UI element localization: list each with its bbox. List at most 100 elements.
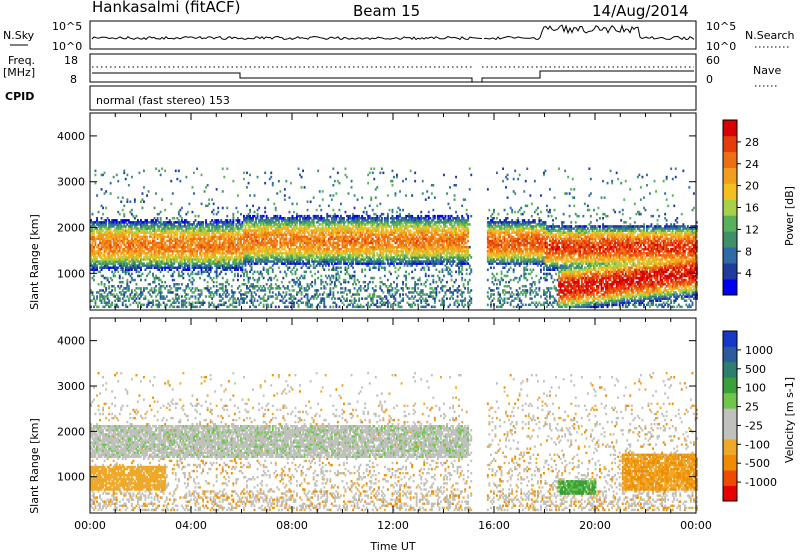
power-cell xyxy=(100,295,103,298)
power-cell xyxy=(238,285,241,288)
power-cell xyxy=(288,280,291,284)
power-cell xyxy=(90,227,92,230)
power-cell xyxy=(102,212,104,216)
power-cell xyxy=(158,245,161,249)
power-cell xyxy=(177,305,180,309)
power-cell xyxy=(149,256,151,259)
power-cell xyxy=(118,239,121,243)
power-cell xyxy=(161,260,164,263)
power-cell xyxy=(174,247,177,251)
power-cell xyxy=(123,243,126,247)
power-cell xyxy=(99,256,101,259)
power-cell xyxy=(138,221,141,224)
power-cell xyxy=(161,227,164,230)
power-cell xyxy=(127,268,130,271)
power-cell xyxy=(94,258,97,261)
power-cell xyxy=(182,266,185,269)
power-cell xyxy=(168,243,171,247)
power-cell xyxy=(182,237,185,241)
power-cell xyxy=(159,210,162,214)
power-cell xyxy=(149,235,151,239)
power-cell xyxy=(135,243,138,247)
power-cell xyxy=(164,252,167,255)
power-cell xyxy=(124,299,127,302)
power-cell xyxy=(182,225,185,228)
power-cell xyxy=(117,245,120,249)
power-cell xyxy=(114,274,117,278)
power-cell xyxy=(149,264,151,267)
power-cell xyxy=(230,270,233,274)
power-cell xyxy=(294,297,297,300)
power-cell xyxy=(182,231,185,234)
power-cell xyxy=(185,237,188,241)
power-cell xyxy=(140,223,142,226)
power-cell xyxy=(103,241,106,245)
power-cell xyxy=(273,202,276,206)
power-cell xyxy=(147,250,150,253)
power-cell xyxy=(161,247,164,251)
power-cell xyxy=(144,258,147,261)
power-cell xyxy=(182,229,185,232)
power-cell xyxy=(144,252,147,255)
power-cell xyxy=(126,200,129,203)
power-cell xyxy=(179,266,182,269)
power-cell xyxy=(185,231,188,234)
power-cell xyxy=(96,258,98,261)
power-cell xyxy=(314,272,317,276)
power-cell xyxy=(120,260,123,263)
power-cell xyxy=(152,245,154,249)
power-cell xyxy=(93,266,95,269)
power-cell xyxy=(111,252,114,255)
power-cell xyxy=(332,208,335,212)
power-cell xyxy=(130,231,133,234)
power-cell xyxy=(327,204,330,208)
power-cell xyxy=(135,254,138,257)
power-cell xyxy=(283,194,286,197)
power-cell xyxy=(321,198,324,201)
power-cell xyxy=(217,206,220,210)
power-cell xyxy=(114,239,117,243)
power-cell xyxy=(143,225,145,228)
power-cell xyxy=(176,225,179,228)
power-cell xyxy=(97,252,100,255)
power-cell xyxy=(171,227,174,230)
power-cell xyxy=(168,237,171,241)
power-cell xyxy=(126,231,129,234)
power-cell xyxy=(90,254,92,257)
power-cell xyxy=(203,190,206,193)
power-cell xyxy=(135,266,138,269)
power-cell xyxy=(173,301,176,304)
power-cell xyxy=(174,283,177,286)
power-cell xyxy=(102,237,104,241)
power-cell xyxy=(100,237,103,241)
power-cell xyxy=(226,278,229,282)
power-cell xyxy=(103,250,106,253)
power-cell xyxy=(156,266,159,269)
power-cell xyxy=(153,287,156,290)
power-cell xyxy=(140,252,142,255)
power-cell xyxy=(358,280,361,284)
power-cell xyxy=(114,227,117,230)
power-cell xyxy=(93,223,95,226)
power-cell xyxy=(93,233,95,236)
power-cell xyxy=(130,258,133,261)
power-cell xyxy=(183,219,186,222)
power-cell xyxy=(365,210,368,214)
power-cell xyxy=(188,247,191,251)
power-cell xyxy=(185,285,188,288)
power-cell xyxy=(137,287,139,290)
power-cell xyxy=(146,229,148,232)
power-cell xyxy=(147,239,150,243)
power-cell xyxy=(174,241,177,245)
power-cell xyxy=(102,254,104,257)
power-cell xyxy=(158,233,161,236)
power-cell xyxy=(162,256,165,259)
power-cell xyxy=(271,295,274,298)
power-cell xyxy=(96,245,98,249)
power-cell xyxy=(105,260,108,263)
power-cell xyxy=(117,299,120,302)
power-cell xyxy=(179,225,182,228)
power-cell xyxy=(161,285,164,288)
power-cell xyxy=(165,266,168,269)
power-cell xyxy=(96,229,98,232)
